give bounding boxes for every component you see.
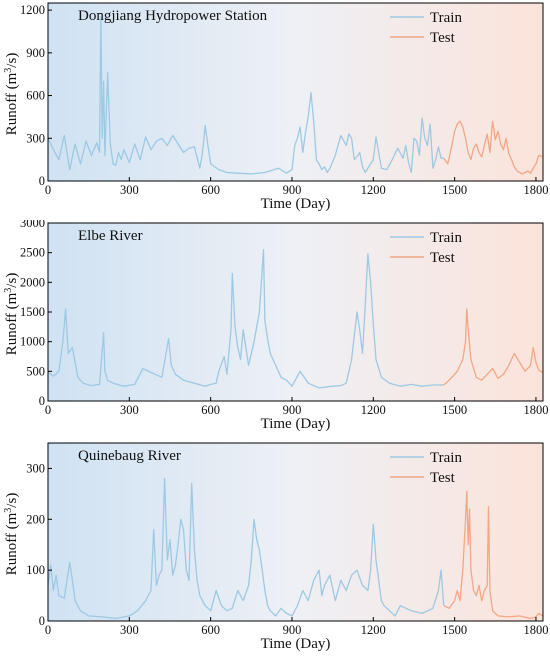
y-tick-label: 900 [26,46,45,60]
y-tick-label: 300 [26,131,45,145]
chart-title: Elbe River [78,228,143,244]
series-group [48,477,543,620]
chart-svg-dongjiang: 0 300 600 900 1200 1500 1800 0 300 600 900 1200 Dong… [3,2,548,212]
series-line-train [48,249,444,389]
x-tick-label: 600 [201,183,220,197]
series-group [48,249,543,389]
x-axis-label: Time (Day) [261,636,331,652]
x-tick-label: 0 [45,623,51,637]
legend-label-train: Train [430,10,462,26]
chart-svg-quinebaug: 0 300 600 900 1200 1500 1800 0 100 200 300 Quinebau… [3,442,548,652]
x-tick-label: 1800 [523,623,548,637]
plot-frame [47,2,544,182]
plot-background [48,223,543,401]
x-tick-label: 600 [201,403,220,417]
series-group [48,16,543,175]
x-axis-label: Time (Day) [261,416,331,432]
chart-svg-elbe: 0 300 600 900 1200 1500 1800 0 500 1000 1500 2000 25… [3,220,548,432]
x-tick-label: 300 [120,183,139,197]
y-tick-label: 0 [39,394,45,408]
chart-title: Quinebaug River [78,448,181,464]
series-line-test [443,308,543,386]
y-tick-label: 0 [39,614,45,628]
legend-label-test: Test [430,250,456,266]
y-tick-label: 2500 [20,246,45,260]
legend-label-train: Train [430,450,462,466]
x-tick-label: 1200 [361,403,386,417]
y-axis-label: Runoff (m3/s) [3,53,20,136]
x-tick-label: 0 [45,403,51,417]
y-tick-label: 1000 [20,335,45,349]
x-tick-label: 300 [120,403,139,417]
y-tick-label: 200 [26,512,45,526]
x-tick-label: 1500 [442,623,467,637]
x-axis-label: Time (Day) [261,196,331,212]
y-axis-label: Runoff (m3/s) [3,273,20,356]
series-line-train [48,477,445,620]
x-tick-label: 1200 [361,623,386,637]
chart-panel-quinebaug: 0 300 600 900 1200 1500 1800 0 100 200 300 Quinebau… [0,440,550,660]
x-tick-label: 300 [120,623,139,637]
y-tick-label: 3000 [20,220,45,230]
y-tick-label: 600 [26,89,45,103]
y-axis-label: Runoff (m3/s) [3,493,20,576]
chart-title: Dongjiang Hydropower Station [78,8,268,24]
plot-background [48,3,543,181]
x-tick-label: 900 [283,183,302,197]
y-tick-label: 100 [26,563,45,577]
legend-label-test: Test [430,470,456,486]
x-tick-label: 1500 [442,403,467,417]
y-tick-label: 1200 [20,3,45,17]
y-tick-label: 2000 [20,275,45,289]
x-tick-label: 1800 [523,403,548,417]
x-tick-label: 600 [201,623,220,637]
plot-frame [47,442,544,622]
y-tick-label: 0 [39,174,45,188]
x-tick-label: 900 [283,403,302,417]
x-tick-label: 1800 [523,183,548,197]
chart-panel-dongjiang: 0 300 600 900 1200 1500 1800 0 300 600 900 1200 Dong… [0,0,550,220]
legend-label-train: Train [430,230,462,246]
y-tick-label: 300 [26,461,45,475]
legend-label-test: Test [430,30,456,46]
series-line-test [443,490,543,620]
y-tick-label: 500 [26,364,45,378]
series-line-test [443,120,543,175]
x-tick-label: 1500 [442,183,467,197]
x-tick-label: 900 [283,623,302,637]
x-tick-label: 1200 [361,183,386,197]
x-tick-label: 0 [45,183,51,197]
series-line-train [48,16,444,175]
y-tick-label: 1500 [20,305,45,319]
chart-panel-elbe: 0 300 600 900 1200 1500 1800 0 500 1000 1500 2000 25… [0,220,550,440]
